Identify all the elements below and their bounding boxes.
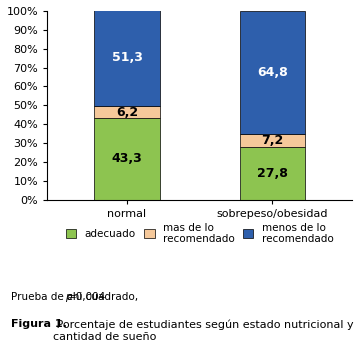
- Text: 64,8: 64,8: [257, 66, 287, 79]
- Text: 27,8: 27,8: [257, 167, 288, 180]
- Text: Figura 1.: Figura 1.: [11, 319, 67, 330]
- Bar: [240, 134, 305, 147]
- Text: 7,2: 7,2: [261, 134, 284, 147]
- Text: p: p: [65, 292, 71, 302]
- Text: 43,3: 43,3: [112, 152, 142, 165]
- Text: Porcentaje de estudiantes según estado nutricional y
cantidad de sueño: Porcentaje de estudiantes según estado n…: [53, 319, 353, 342]
- Text: 6,2: 6,2: [116, 106, 138, 119]
- Bar: [94, 118, 160, 200]
- Text: Prueba de chi cuadrado,: Prueba de chi cuadrado,: [11, 292, 141, 302]
- Bar: [240, 147, 305, 200]
- Legend: adecuado, mas de lo
recomendado, menos de lo
recomendado: adecuado, mas de lo recomendado, menos d…: [63, 219, 337, 247]
- Bar: [240, 11, 305, 134]
- Text: 51,3: 51,3: [111, 51, 143, 64]
- Bar: [94, 9, 160, 106]
- Text: =0,004: =0,004: [68, 292, 106, 302]
- Bar: [94, 106, 160, 118]
